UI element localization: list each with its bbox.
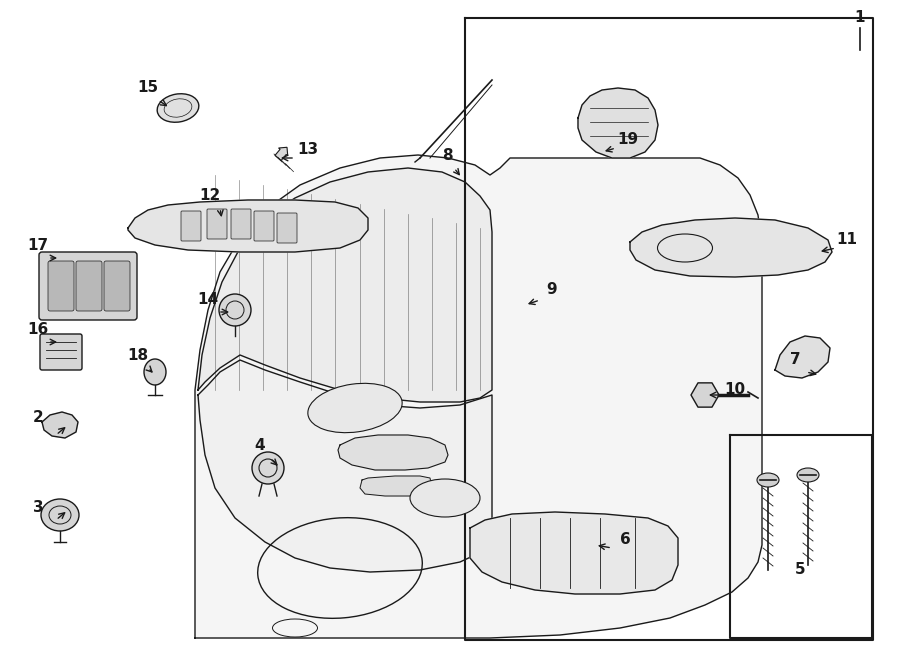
FancyBboxPatch shape: [231, 209, 251, 239]
Text: 17: 17: [27, 237, 49, 253]
Polygon shape: [198, 168, 492, 402]
FancyBboxPatch shape: [39, 252, 137, 320]
Text: 4: 4: [255, 438, 266, 453]
FancyArrow shape: [274, 147, 288, 161]
Ellipse shape: [308, 383, 402, 433]
Polygon shape: [198, 360, 492, 572]
Ellipse shape: [158, 94, 199, 122]
FancyBboxPatch shape: [254, 211, 274, 241]
Text: 10: 10: [724, 383, 745, 397]
Polygon shape: [578, 88, 658, 158]
Text: 18: 18: [128, 348, 148, 362]
Ellipse shape: [41, 499, 79, 531]
Polygon shape: [360, 476, 432, 496]
Polygon shape: [128, 200, 368, 252]
FancyBboxPatch shape: [181, 211, 201, 241]
Text: 13: 13: [297, 143, 319, 157]
Polygon shape: [42, 412, 78, 438]
Ellipse shape: [757, 473, 779, 487]
Text: 6: 6: [619, 533, 630, 547]
Text: 9: 9: [546, 282, 557, 297]
Text: 11: 11: [836, 233, 858, 247]
Ellipse shape: [144, 359, 166, 385]
Text: 12: 12: [200, 188, 220, 202]
Ellipse shape: [219, 294, 251, 326]
FancyBboxPatch shape: [48, 261, 74, 311]
Text: 3: 3: [32, 500, 43, 516]
FancyBboxPatch shape: [104, 261, 130, 311]
Ellipse shape: [252, 452, 284, 484]
Text: 7: 7: [789, 352, 800, 368]
Text: 1: 1: [855, 11, 865, 26]
FancyBboxPatch shape: [76, 261, 102, 311]
Polygon shape: [775, 336, 830, 378]
Polygon shape: [470, 512, 678, 594]
FancyBboxPatch shape: [207, 209, 227, 239]
Text: 19: 19: [617, 132, 639, 147]
Text: 14: 14: [197, 293, 219, 307]
Ellipse shape: [410, 479, 480, 517]
Text: 5: 5: [795, 563, 806, 578]
Polygon shape: [630, 218, 832, 277]
Text: 2: 2: [32, 410, 43, 426]
FancyBboxPatch shape: [277, 213, 297, 243]
Polygon shape: [691, 383, 719, 407]
FancyBboxPatch shape: [40, 334, 82, 370]
Text: 15: 15: [138, 81, 158, 95]
Ellipse shape: [797, 468, 819, 482]
Polygon shape: [195, 155, 762, 638]
Text: 8: 8: [442, 147, 453, 163]
Text: 16: 16: [27, 323, 49, 338]
Polygon shape: [338, 435, 448, 470]
